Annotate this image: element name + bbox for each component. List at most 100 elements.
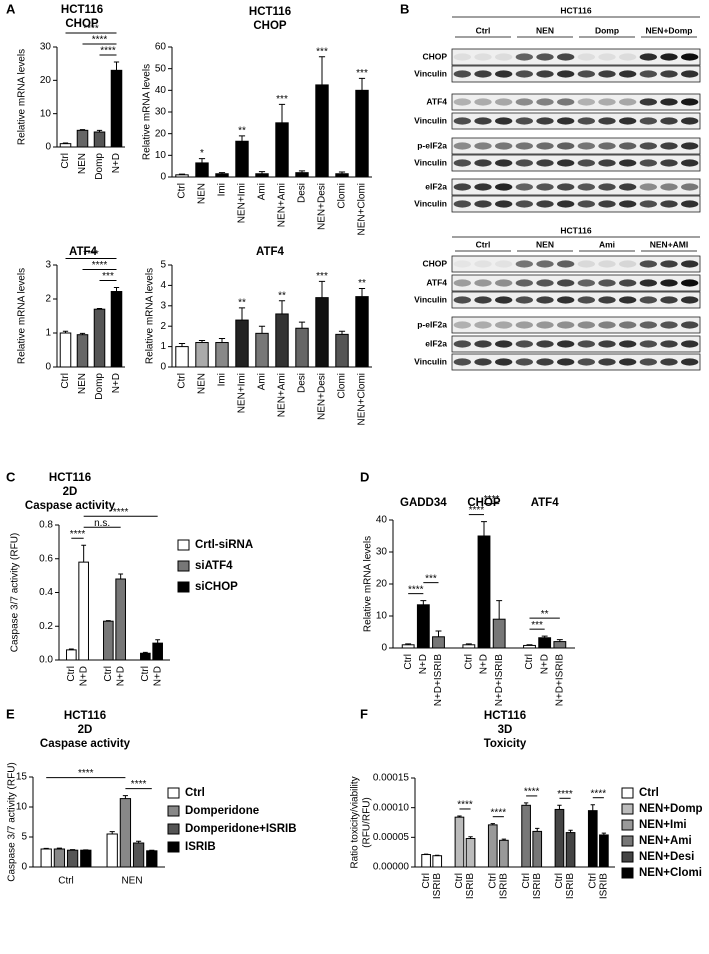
blot-band (494, 260, 513, 268)
error-bar (81, 544, 87, 563)
bar (235, 319, 249, 368)
x-tick-label: NEN (197, 373, 208, 394)
error-bar (149, 849, 155, 851)
blot-band (598, 117, 616, 125)
bar (295, 172, 309, 178)
error-bar (43, 847, 49, 849)
significance: *** (316, 46, 328, 57)
blot-band (536, 279, 554, 287)
panel-label: C (6, 469, 16, 484)
blot-strip (451, 274, 701, 292)
blot-band (680, 200, 699, 208)
bar (401, 644, 415, 649)
x-tick-label: Ctrl (554, 873, 565, 889)
blot-band (660, 117, 678, 125)
blot-band (598, 340, 616, 348)
blot-row-label: ATF4 (426, 96, 447, 106)
blot-band (515, 340, 534, 348)
y-tick-label: 50 (155, 63, 167, 74)
blot-band (680, 296, 699, 304)
blot-band (494, 358, 513, 366)
error-bar (96, 129, 103, 132)
blot-strip (451, 195, 701, 213)
panel-label: F (360, 706, 368, 721)
x-tick-label: NEN (77, 153, 88, 174)
bar (492, 618, 506, 649)
blot-band (577, 142, 596, 150)
y-axis-label: Relative mRNA levels (145, 268, 156, 364)
blot-band (639, 98, 658, 106)
blot-row-label: CHOP (422, 258, 447, 268)
bar (215, 173, 229, 178)
blot-band (536, 70, 554, 78)
bar (115, 578, 126, 661)
blot-band (660, 53, 678, 61)
bar (103, 620, 114, 661)
significance: **** (113, 507, 129, 518)
legend-swatch (621, 787, 634, 799)
blot-group: NEN (536, 25, 554, 35)
blot-band (556, 200, 575, 208)
chart-title: 3D (498, 724, 513, 736)
bar (195, 162, 209, 178)
bar (76, 334, 89, 368)
blot-band (598, 53, 616, 61)
blot-band (536, 260, 554, 268)
blot-band (577, 159, 596, 167)
blot-row-label: ATF4 (426, 277, 447, 287)
error-bar (155, 639, 161, 644)
error-bar (62, 330, 69, 333)
x-tick-label: Clomi (337, 373, 348, 399)
blot-band (536, 98, 554, 106)
legend-label: siCHOP (195, 581, 238, 593)
error-bar (278, 300, 286, 314)
chart-title: CHOP (253, 20, 287, 32)
blot-band (680, 142, 699, 150)
blot-group: NEN (536, 239, 554, 249)
legend-swatch (167, 823, 180, 835)
bar (59, 143, 72, 148)
error-bar (258, 171, 266, 174)
blot-band (474, 98, 492, 106)
blot-band (577, 296, 596, 304)
bar (477, 535, 491, 649)
x-tick-label: N+D (111, 153, 122, 173)
x-tick-label: NEN+Imi (237, 373, 248, 413)
error-bar (68, 648, 74, 650)
bar (523, 644, 536, 649)
blot-band (680, 321, 699, 329)
y-tick-label: 40 (376, 515, 388, 526)
panel-label: A (6, 1, 16, 16)
legend-swatch (621, 803, 634, 815)
legend-swatch (177, 560, 190, 572)
error-bar (79, 129, 86, 131)
blot-band (515, 183, 534, 191)
chart-title: HCT116 (64, 710, 106, 722)
x-tick-label: N+D+ISRIB (554, 654, 565, 707)
error-bar (338, 330, 346, 335)
bar (462, 644, 476, 649)
legend-swatch (621, 851, 634, 863)
blot-band (598, 200, 616, 208)
blot-band (577, 260, 596, 268)
bar (335, 173, 349, 178)
bar (66, 649, 77, 661)
x-tick-label: N+D (479, 654, 490, 674)
blot-band (556, 260, 575, 268)
blot-band (515, 321, 534, 329)
blot-band (453, 53, 472, 61)
blot-band (453, 260, 472, 268)
legend-swatch (177, 581, 190, 593)
chart-title: Toxicity (484, 738, 527, 750)
blot-band (618, 183, 637, 191)
blot-row-label: Vinculin (414, 157, 447, 167)
significance: **** (100, 46, 116, 57)
blot-band (598, 279, 616, 287)
chart-title: 2D (78, 724, 93, 736)
blot-band (618, 200, 637, 208)
blot-band (474, 260, 492, 268)
bar (255, 173, 269, 178)
significance: **** (131, 779, 147, 790)
blot-band (639, 159, 658, 167)
x-tick-label: Ctrl (454, 873, 465, 889)
